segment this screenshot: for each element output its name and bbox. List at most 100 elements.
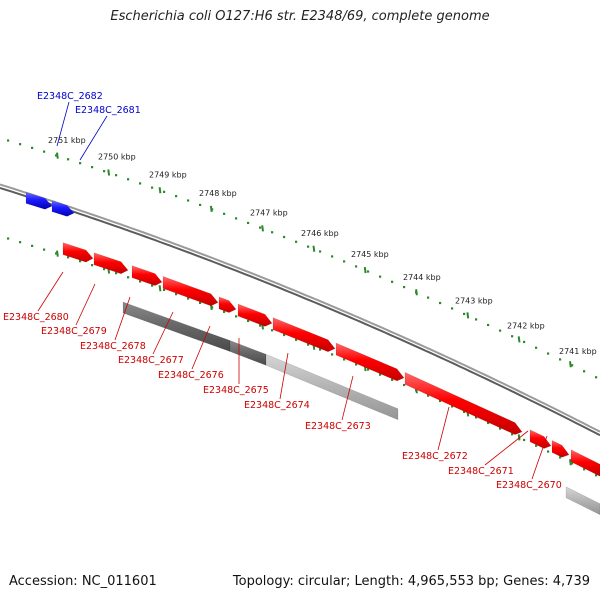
tick-minor-top (19, 143, 22, 146)
tick-minor-bottom (175, 293, 178, 296)
tick-minor-bottom (487, 421, 490, 425)
tick-minor-bottom (403, 383, 406, 387)
tick-minor-top (307, 245, 310, 248)
tick-minor-top (235, 217, 238, 220)
tick-major-top (415, 289, 418, 296)
tick-minor-bottom (499, 427, 502, 430)
tick-major-bottom (158, 285, 162, 292)
scale-label: 2747 kbp (250, 209, 288, 218)
tick-minor-top (31, 146, 34, 149)
tick-minor-bottom (67, 256, 70, 259)
reverse-gene-label: E2348C_2676 (158, 370, 224, 381)
tick-minor-bottom (163, 288, 166, 291)
topology-text: Topology: circular; Length: 4,965,553 bp… (232, 574, 590, 589)
tick-minor-top (319, 250, 322, 253)
tick-minor-bottom (343, 358, 346, 361)
tick-minor-bottom (331, 353, 334, 356)
tick-minor-top (283, 235, 286, 239)
tick-minor-bottom (235, 315, 238, 318)
reverse-gene-label: E2348C_2673 (305, 421, 371, 432)
reverse-gene-label: E2348C_2674 (244, 400, 310, 411)
tick-major-top (56, 152, 59, 159)
tick-minor-top (55, 154, 58, 157)
reverse-gene (131, 265, 163, 286)
tick-minor-bottom (511, 433, 514, 436)
reverse-gene-label: E2348C_2672 (402, 451, 468, 462)
tick-minor-top (367, 270, 370, 273)
tick-minor-top (403, 285, 406, 289)
tick-major-top (517, 336, 521, 343)
tick-minor-bottom (523, 438, 526, 442)
tick-minor-bottom (307, 343, 310, 346)
tick-minor-top (163, 190, 166, 193)
scale-label: 2749 kbp (149, 170, 187, 179)
tick-minor-bottom (379, 373, 382, 376)
scale-label: 2746 kbp (301, 229, 339, 238)
tick-minor-bottom (103, 268, 106, 271)
tick-minor-top (583, 370, 586, 373)
tick-minor-bottom (595, 474, 598, 477)
tick-minor-top (343, 260, 346, 263)
reverse-label-leader (152, 311, 174, 355)
tick-minor-top (175, 195, 178, 198)
reverse-gene-label: E2348C_2675 (203, 385, 269, 396)
reverse-label-leader (191, 325, 211, 370)
tick-major-bottom (56, 250, 59, 257)
tick-minor-bottom (319, 348, 322, 351)
tick-minor-bottom (187, 297, 190, 300)
tick-minor-bottom (439, 399, 442, 403)
light-feature-bar (265, 353, 399, 421)
backbone-line-lower (0, 187, 600, 437)
tick-minor-bottom (427, 394, 430, 397)
scale-label: 2744 kbp (403, 273, 441, 282)
tick-minor-top (535, 346, 538, 349)
scale-layer: 2751 kbp 2750 kbp 2749 kbp 2748 kbp 2747 kbp… (7, 136, 598, 477)
tick-major-top (466, 312, 470, 319)
forward-gene-E2348C_2681 (51, 200, 75, 217)
tick-minor-top (487, 323, 490, 327)
forward-label-leader (56, 101, 70, 147)
reverse-gene-label: E2348C_2679 (41, 326, 107, 337)
tick-minor-bottom (583, 468, 586, 471)
tick-minor-bottom (31, 244, 34, 247)
tick-major-top (261, 225, 264, 232)
dark-feature-bar (229, 340, 267, 366)
tick-minor-bottom (151, 284, 154, 287)
forward-gene-E2348C_2682 (25, 191, 53, 210)
tick-minor-top (223, 212, 226, 215)
tick-minor-bottom (115, 272, 118, 275)
reverse-gene-label: E2348C_2671 (448, 466, 514, 477)
forward-gene-label: E2348C_2682 (37, 91, 103, 102)
scale-label: 2745 kbp (351, 250, 389, 259)
tick-minor-bottom (571, 462, 574, 465)
tick-minor-bottom (535, 444, 538, 447)
reverse-label-leader (437, 406, 450, 451)
tick-minor-bottom (271, 329, 274, 332)
tick-minor-top (475, 318, 478, 321)
backbone-line-upper (0, 183, 600, 433)
tick-minor-bottom (259, 324, 262, 327)
tick-minor-bottom (295, 338, 298, 341)
tick-minor-top (127, 178, 130, 181)
tick-major-top (569, 361, 572, 368)
tick-minor-top (139, 182, 142, 185)
tick-minor-top (259, 226, 262, 229)
tick-minor-top (595, 376, 598, 379)
reverse-gene-label: E2348C_2670 (496, 480, 562, 491)
reverse-gene (62, 242, 94, 263)
reverse-gene (162, 275, 219, 307)
tick-major-bottom (569, 459, 572, 466)
reverse-label-leader (484, 430, 529, 466)
tick-minor-bottom (223, 310, 226, 313)
reverse-label-leader (37, 271, 64, 312)
reverse-gene (272, 317, 336, 353)
tick-minor-top (499, 329, 502, 332)
tick-major-top (209, 205, 213, 212)
tick-minor-top (511, 335, 514, 338)
tick-minor-top (91, 166, 94, 169)
tick-minor-top (439, 301, 442, 305)
tick-minor-top (391, 280, 394, 283)
tick-minor-bottom (463, 410, 466, 414)
tick-minor-top (559, 358, 562, 361)
